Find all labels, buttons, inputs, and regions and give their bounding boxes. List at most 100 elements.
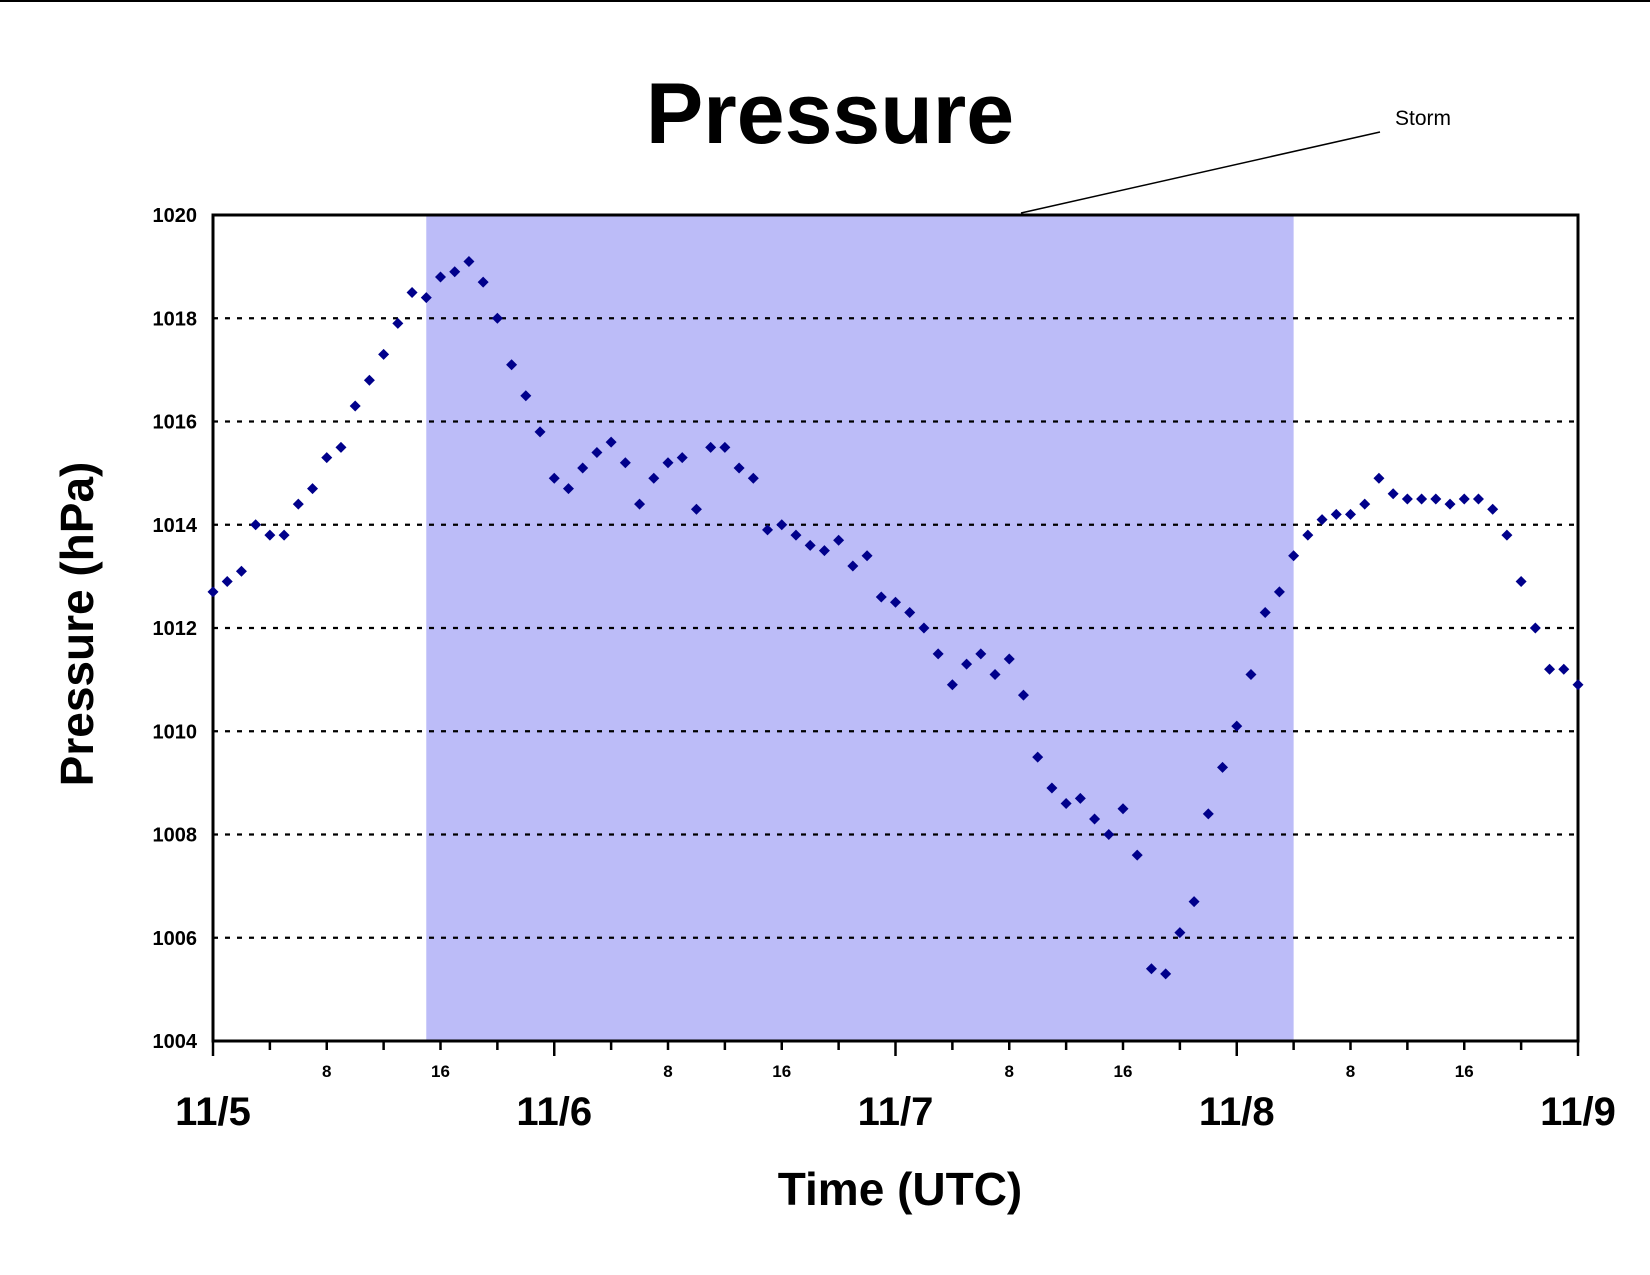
data-point bbox=[1373, 472, 1385, 484]
data-point bbox=[264, 529, 276, 541]
day-tick-label: 11/7 bbox=[858, 1090, 934, 1134]
day-tick-label: 11/8 bbox=[1199, 1090, 1275, 1134]
data-point bbox=[1401, 493, 1413, 505]
hour-tick-label: 16 bbox=[431, 1062, 450, 1081]
data-point bbox=[1316, 514, 1328, 526]
data-point bbox=[818, 545, 830, 557]
data-point bbox=[1472, 493, 1484, 505]
data-point bbox=[1131, 849, 1143, 861]
data-point bbox=[420, 292, 432, 304]
data-point bbox=[875, 591, 887, 603]
data-point bbox=[1174, 927, 1186, 939]
hour-tick-label: 8 bbox=[322, 1062, 331, 1081]
data-point bbox=[705, 441, 717, 453]
data-point bbox=[1245, 668, 1257, 680]
data-point bbox=[363, 374, 375, 386]
data-point bbox=[335, 441, 347, 453]
data-point bbox=[491, 312, 503, 324]
y-tick-label: 1016 bbox=[153, 412, 198, 434]
y-tick-label: 1010 bbox=[153, 721, 198, 743]
data-point bbox=[662, 457, 674, 469]
data-point bbox=[648, 472, 660, 484]
tick-label-layer: 1004 1006 1008 1010 1012 1014 1016 1018 1020 8 16 8… bbox=[153, 205, 1616, 1134]
hour-tick-label: 16 bbox=[1455, 1062, 1474, 1081]
data-point bbox=[1046, 782, 1058, 794]
data-point bbox=[676, 452, 688, 464]
data-point bbox=[747, 472, 759, 484]
data-point bbox=[690, 503, 702, 515]
data-point bbox=[392, 317, 404, 329]
data-point bbox=[534, 426, 546, 438]
data-point bbox=[406, 286, 418, 298]
data-point bbox=[918, 622, 930, 634]
data-point bbox=[975, 648, 987, 660]
data-point bbox=[904, 607, 916, 619]
data-point bbox=[1231, 720, 1243, 732]
data-point bbox=[932, 648, 944, 660]
data-point bbox=[1302, 529, 1314, 541]
data-point bbox=[207, 586, 219, 598]
storm-annotation-leader bbox=[1020, 131, 1381, 214]
y-tick-label: 1004 bbox=[153, 1031, 198, 1053]
data-point bbox=[605, 436, 617, 448]
data-point bbox=[1017, 689, 1029, 701]
data-point bbox=[719, 441, 731, 453]
data-point bbox=[833, 534, 845, 546]
y-tick-label: 1006 bbox=[153, 928, 198, 950]
chart-title: Pressure bbox=[646, 66, 1014, 162]
data-point bbox=[1345, 508, 1356, 520]
data-point bbox=[1103, 829, 1115, 840]
hour-tick-label: 8 bbox=[1005, 1062, 1014, 1081]
data-point bbox=[1330, 508, 1342, 520]
data-point bbox=[961, 658, 973, 670]
data-point bbox=[562, 483, 574, 495]
y-tick-label: 1018 bbox=[153, 308, 198, 330]
data-point bbox=[847, 560, 859, 572]
data-point bbox=[1273, 586, 1285, 598]
x-axis-title: Time (UTC) bbox=[778, 1163, 1023, 1215]
data-point bbox=[804, 539, 816, 551]
data-point bbox=[577, 462, 589, 474]
hour-tick-label: 16 bbox=[772, 1062, 791, 1081]
day-tick-label: 11/5 bbox=[175, 1090, 251, 1134]
data-point bbox=[1160, 968, 1172, 980]
data-point bbox=[378, 348, 390, 360]
data-point bbox=[1458, 493, 1470, 505]
data-point bbox=[1501, 529, 1513, 541]
data-point bbox=[1145, 963, 1157, 975]
data-point bbox=[790, 529, 802, 541]
data-point bbox=[591, 446, 603, 458]
data-point bbox=[1117, 803, 1129, 815]
data-point bbox=[1003, 653, 1015, 665]
axis-layer bbox=[211, 213, 1580, 1056]
data-point bbox=[1202, 808, 1214, 820]
data-point bbox=[1387, 488, 1399, 500]
data-point bbox=[1288, 550, 1300, 562]
data-point bbox=[1188, 896, 1200, 908]
day-tick-label: 11/9 bbox=[1540, 1090, 1616, 1134]
data-point bbox=[477, 276, 489, 288]
data-point bbox=[1259, 607, 1271, 619]
data-point bbox=[1444, 498, 1456, 510]
y-tick-label: 1012 bbox=[153, 618, 198, 640]
hour-tick-label: 16 bbox=[1114, 1062, 1133, 1081]
data-point bbox=[1487, 503, 1499, 515]
data-point bbox=[221, 576, 233, 588]
data-point bbox=[321, 452, 333, 464]
data-point bbox=[1359, 498, 1371, 510]
hour-tick-label: 8 bbox=[1346, 1062, 1355, 1081]
day-tick-label: 11/6 bbox=[516, 1090, 592, 1134]
hour-tick-label: 8 bbox=[663, 1062, 672, 1081]
data-point bbox=[762, 524, 774, 536]
data-point bbox=[548, 472, 560, 484]
data-point bbox=[1529, 622, 1541, 634]
data-point bbox=[449, 266, 461, 278]
data-point bbox=[1074, 792, 1086, 804]
data-point bbox=[278, 529, 290, 541]
data-point bbox=[1416, 493, 1428, 505]
data-point bbox=[435, 271, 446, 283]
data-point bbox=[349, 400, 361, 412]
marker-layer bbox=[207, 255, 1584, 980]
data-point bbox=[250, 519, 262, 531]
